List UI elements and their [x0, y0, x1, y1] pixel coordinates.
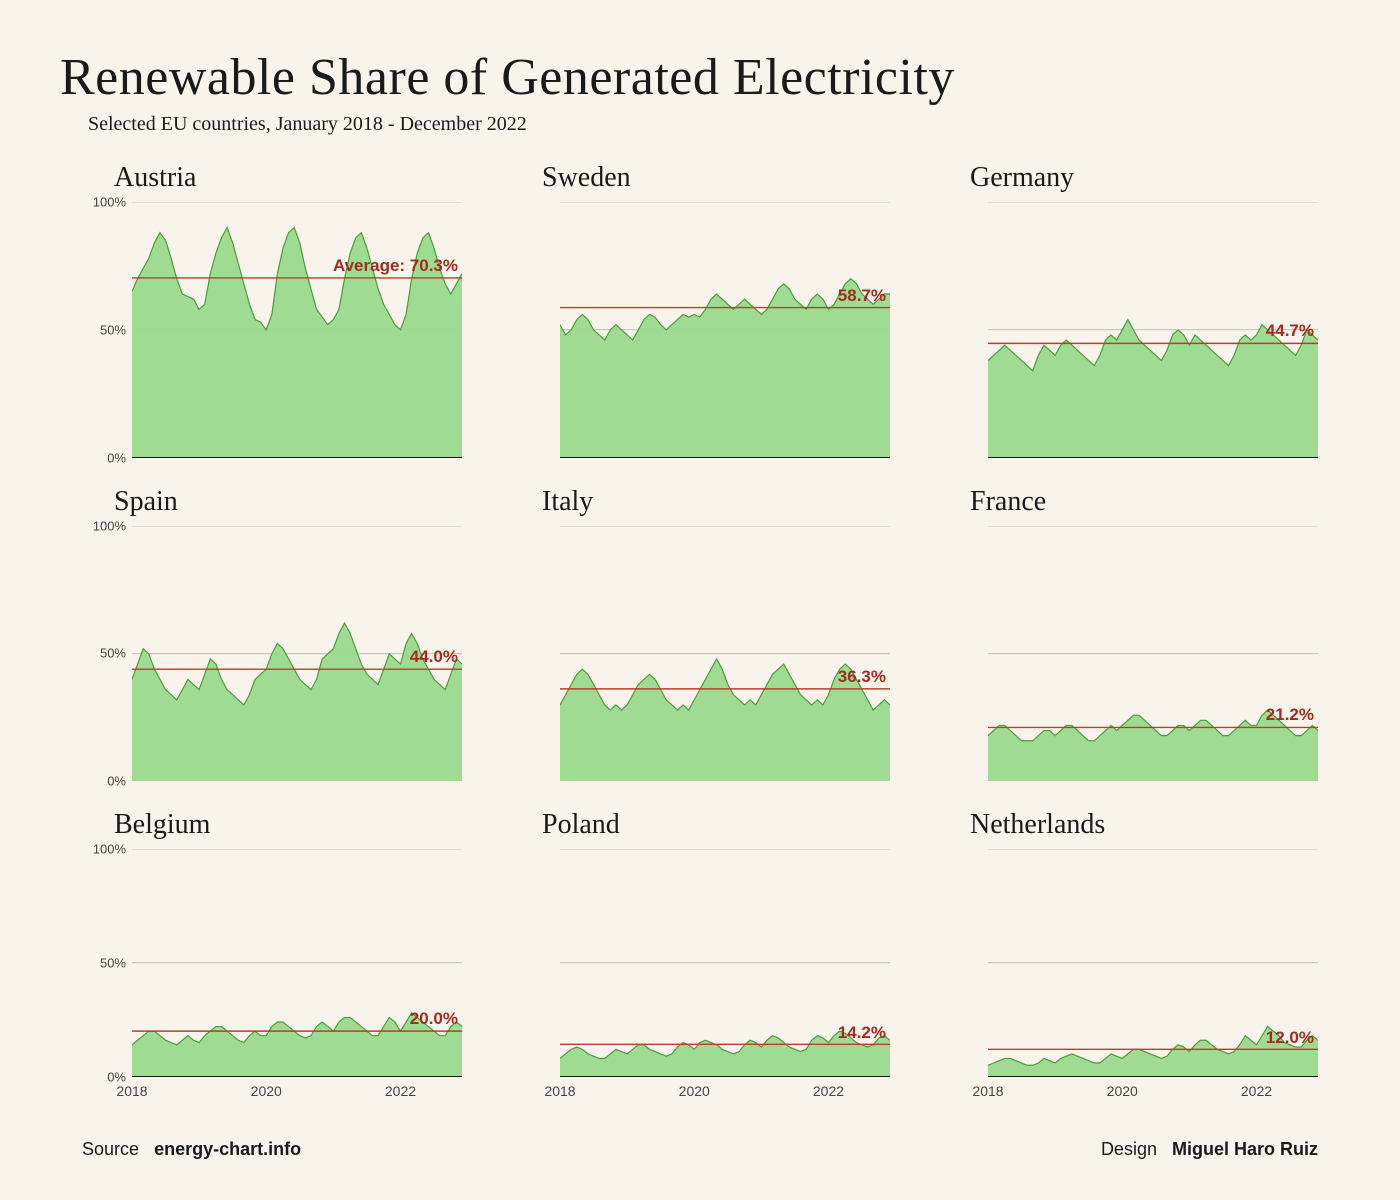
panel-title: Italy — [542, 486, 890, 518]
y-axis: 0%50%100% — [82, 202, 132, 458]
footer-source: Source energy-chart.info — [82, 1139, 301, 1160]
y-tick-label: 0% — [107, 450, 126, 465]
chart-row: 21.2% — [938, 526, 1318, 782]
y-tick-label: 50% — [100, 956, 126, 971]
plot-area: 14.2% — [560, 849, 890, 1077]
y-axis — [510, 849, 560, 1077]
panel-title: Belgium — [114, 809, 462, 841]
panel-title: Spain — [114, 486, 462, 518]
x-axis: 201820202022 — [988, 1077, 1318, 1105]
average-label: 44.7% — [1266, 321, 1314, 341]
plot-area: 36.3% — [560, 526, 890, 782]
x-tick-label: 2018 — [544, 1083, 575, 1099]
plot-area: Average: 70.3% — [132, 202, 462, 458]
y-tick-label: 100% — [93, 195, 126, 210]
chart-row: 14.2% — [510, 849, 890, 1077]
x-tick-label: 2020 — [679, 1083, 710, 1099]
chart-row: 0%50%100% 20.0% — [82, 849, 462, 1077]
average-label: 21.2% — [1266, 705, 1314, 725]
y-axis — [938, 202, 988, 458]
y-axis — [510, 202, 560, 458]
panel-austria: Austria 0%50%100% Average: 70.3% — [82, 162, 462, 458]
page: Renewable Share of Generated Electricity… — [0, 0, 1400, 1200]
average-label: 36.3% — [838, 667, 886, 687]
footer-source-label: Source — [82, 1139, 139, 1159]
x-tick-label: 2022 — [1241, 1083, 1272, 1099]
plot-area: 21.2% — [988, 526, 1318, 782]
footer-design-value: Miguel Haro Ruiz — [1172, 1139, 1318, 1159]
page-title: Renewable Share of Generated Electricity — [60, 48, 1340, 107]
x-axis: 201820202022 — [560, 1077, 890, 1105]
y-tick-label: 50% — [100, 322, 126, 337]
panel-france: France 21.2% — [938, 486, 1318, 782]
x-tick-label: 2018 — [116, 1083, 147, 1099]
panel-germany: Germany 44.7% — [938, 162, 1318, 458]
x-tick-label: 2018 — [972, 1083, 1003, 1099]
average-label: Average: 70.3% — [333, 256, 458, 276]
panel-belgium: Belgium 0%50%100% 20.0% 2018 2020 2022 — [82, 809, 462, 1105]
x-tick-label: 2020 — [251, 1083, 282, 1099]
footer-source-value: energy-chart.info — [154, 1139, 301, 1159]
y-axis: 0%50%100% — [82, 849, 132, 1077]
panel-title: Poland — [542, 809, 890, 841]
plot-area: 44.0% — [132, 526, 462, 782]
panel-title: France — [970, 486, 1318, 518]
footer-design: Design Miguel Haro Ruiz — [1101, 1139, 1318, 1160]
y-axis — [510, 526, 560, 782]
average-label: 12.0% — [1266, 1028, 1314, 1048]
chart-row: 0%50%100% 44.0% — [82, 526, 462, 782]
footer: Source energy-chart.info Design Miguel H… — [60, 1139, 1340, 1160]
panel-netherlands: Netherlands 12.0% 2018 2020 2022 — [938, 809, 1318, 1105]
chart-row: 44.7% — [938, 202, 1318, 458]
panel-title: Germany — [970, 162, 1318, 194]
panel-title: Sweden — [542, 162, 890, 194]
plot-area: 58.7% — [560, 202, 890, 458]
y-axis: 0%50%100% — [82, 526, 132, 782]
y-axis — [938, 849, 988, 1077]
chart-row: 0%50%100% Average: 70.3% — [82, 202, 462, 458]
y-tick-label: 0% — [107, 774, 126, 789]
panel-spain: Spain 0%50%100% 44.0% — [82, 486, 462, 782]
panel-title: Austria — [114, 162, 462, 194]
y-tick-label: 50% — [100, 646, 126, 661]
y-axis — [938, 526, 988, 782]
chart-row: 58.7% — [510, 202, 890, 458]
panel-poland: Poland 14.2% 2018 2020 2022 — [510, 809, 890, 1105]
plot-area: 44.7% — [988, 202, 1318, 458]
x-tick-label: 2022 — [813, 1083, 844, 1099]
chart-grid: Austria0%50%100%Average: 70.3%Sweden58.7… — [82, 162, 1318, 1105]
x-axis: 201820202022 — [132, 1077, 462, 1105]
chart-row: 12.0% — [938, 849, 1318, 1077]
average-label: 14.2% — [838, 1023, 886, 1043]
y-tick-label: 100% — [93, 518, 126, 533]
y-tick-label: 100% — [93, 842, 126, 857]
average-label: 44.0% — [410, 647, 458, 667]
page-subtitle: Selected EU countries, January 2018 - De… — [88, 113, 1340, 136]
panel-title: Netherlands — [970, 809, 1318, 841]
average-label: 20.0% — [410, 1009, 458, 1029]
plot-area: 12.0% — [988, 849, 1318, 1077]
panel-italy: Italy 36.3% — [510, 486, 890, 782]
chart-row: 36.3% — [510, 526, 890, 782]
footer-design-label: Design — [1101, 1139, 1157, 1159]
x-tick-label: 2020 — [1107, 1083, 1138, 1099]
x-tick-label: 2022 — [385, 1083, 416, 1099]
panel-sweden: Sweden 58.7% — [510, 162, 890, 458]
plot-area: 20.0% — [132, 849, 462, 1077]
average-label: 58.7% — [838, 286, 886, 306]
